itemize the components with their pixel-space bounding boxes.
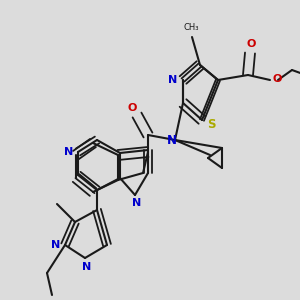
Text: N: N [168,75,178,85]
Text: S: S [207,118,215,131]
Text: N: N [51,240,61,250]
Text: CH₃: CH₃ [183,23,199,32]
Text: O: O [127,103,137,113]
Text: O: O [272,74,282,84]
Text: N: N [132,198,142,208]
Text: N: N [82,262,91,272]
Text: O: O [246,39,256,49]
Text: N: N [167,134,177,148]
Text: N: N [64,147,74,157]
